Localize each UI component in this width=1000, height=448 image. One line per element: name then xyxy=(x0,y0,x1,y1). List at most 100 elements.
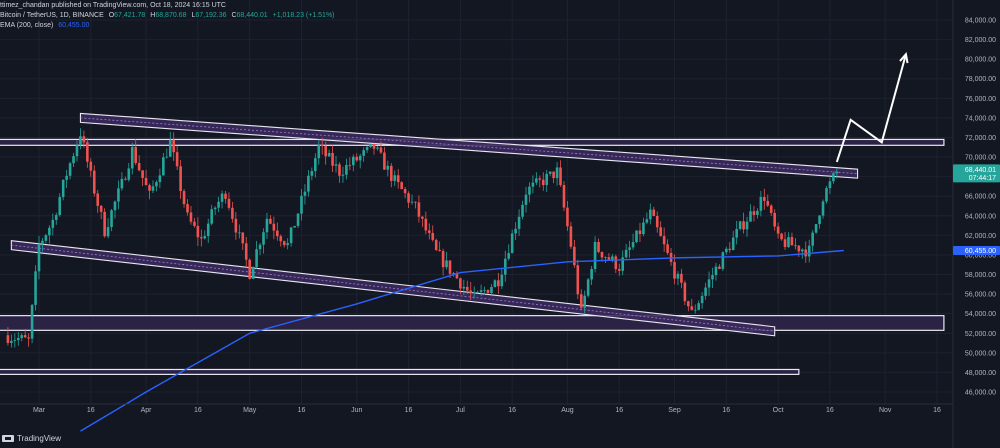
candle-body xyxy=(535,178,538,183)
candle-body xyxy=(6,335,10,343)
candle-body xyxy=(607,257,611,260)
candle-body xyxy=(469,290,473,294)
candle-body xyxy=(780,233,783,240)
candle-body xyxy=(472,292,476,294)
candle-body xyxy=(583,295,587,308)
candle-body xyxy=(417,202,421,217)
price-axis[interactable]: 46,000.00 48,000.00 50,000.00 52,000.00 54,0… xyxy=(952,0,996,448)
candle-body xyxy=(680,273,683,283)
candle-body xyxy=(593,241,597,269)
candle-body xyxy=(725,248,728,253)
publisher-text: ttimez_chandan published on TradingView.… xyxy=(0,2,226,9)
candle-body xyxy=(251,266,255,279)
candle-body xyxy=(279,236,283,242)
candle-body xyxy=(86,142,89,162)
symbol-label[interactable]: Bitcoin / TetherUS, 1D, BINANCE xyxy=(0,12,104,19)
y-tick-label: 72,000.00 xyxy=(965,135,996,142)
x-tick-label: 16 xyxy=(933,407,941,414)
ema-label[interactable]: EMA (200, close) xyxy=(0,22,54,29)
y-tick-label: 66,000.00 xyxy=(965,194,996,201)
candle-body xyxy=(258,244,262,250)
candle-body xyxy=(269,218,272,224)
y-tick-label: 62,000.00 xyxy=(965,233,996,240)
candle-body xyxy=(234,218,238,233)
tradingview-logo[interactable]: TradingView xyxy=(2,434,61,443)
candle-body xyxy=(379,147,383,153)
low-value: 67,192.36 xyxy=(195,12,227,19)
time-axis[interactable]: Mar 16 Apr 16 May 16 Jun 16 Jul 16 Aug 16 Sep 16 Oct 16… xyxy=(0,403,953,414)
candle-body xyxy=(134,146,138,163)
candle-body xyxy=(265,218,269,233)
candle-body xyxy=(424,218,428,231)
candle-body xyxy=(749,211,752,222)
candle-body xyxy=(524,194,528,205)
ohlc-legend: Bitcoin / TetherUS, 1D, BINANCE O67,421.… xyxy=(0,11,338,20)
candle-body xyxy=(638,230,642,235)
ema-legend-value: 60,455.00 xyxy=(58,22,90,29)
candle-body xyxy=(130,146,134,169)
candle-body xyxy=(801,249,804,252)
candle-body xyxy=(552,171,555,179)
candle-body xyxy=(127,168,131,180)
candle-body xyxy=(92,170,96,194)
ema-200-line xyxy=(80,249,844,432)
candle-body xyxy=(110,210,113,228)
candle-body xyxy=(168,139,172,157)
x-tick-label: 16 xyxy=(826,407,834,414)
candle-body xyxy=(293,225,296,228)
candle-body xyxy=(44,235,48,241)
candle-body xyxy=(103,211,106,237)
candle-body xyxy=(597,241,600,253)
candle-body xyxy=(832,173,835,182)
candle-body xyxy=(75,145,79,157)
channel-midline xyxy=(11,244,775,332)
candle-body xyxy=(365,146,369,151)
candle-body xyxy=(459,278,462,289)
candle-body xyxy=(728,248,732,251)
candle-body xyxy=(452,273,455,274)
candle-body xyxy=(27,337,30,339)
y-tick-label: 58,000.00 xyxy=(965,272,996,279)
ema-price-tag xyxy=(953,245,1000,255)
candle-body xyxy=(700,295,704,304)
y-tick-label: 70,000.00 xyxy=(965,155,996,162)
chart-grid xyxy=(0,0,952,404)
candle-body xyxy=(624,249,628,258)
candle-body xyxy=(697,303,700,310)
x-tick-label: Mar xyxy=(33,407,46,414)
candle-body xyxy=(172,139,175,153)
candle-body xyxy=(79,136,82,146)
candle-body xyxy=(721,252,725,269)
candle-body xyxy=(396,175,400,183)
candle-body xyxy=(604,257,607,259)
candle-body xyxy=(338,164,341,176)
candle-body xyxy=(217,201,220,208)
ema-price-label: 60,455.00 xyxy=(965,248,996,255)
candle-body xyxy=(369,143,372,147)
candle-body xyxy=(735,228,738,238)
candle-body xyxy=(566,207,569,227)
candle-body xyxy=(787,237,790,247)
y-tick-label: 52,000.00 xyxy=(965,331,996,338)
y-tick-label: 56,000.00 xyxy=(965,292,996,299)
candle-body xyxy=(210,209,213,224)
projection-arrow xyxy=(835,52,909,163)
candle-body xyxy=(58,197,62,215)
y-tick-label: 46,000.00 xyxy=(965,390,996,397)
candle-body xyxy=(455,273,459,279)
candle-body xyxy=(752,211,756,215)
candle-body xyxy=(673,261,676,279)
y-tick-label: 80,000.00 xyxy=(965,57,996,64)
open-label: O xyxy=(108,12,115,19)
high-label: H xyxy=(150,12,156,19)
y-tick-label: 82,000.00 xyxy=(965,37,996,44)
countdown-label: 07:44:17 xyxy=(969,175,996,182)
candle-body xyxy=(649,209,652,220)
candle-body xyxy=(314,158,317,172)
candle-body xyxy=(731,237,735,251)
candle-body xyxy=(569,226,573,247)
candle-body xyxy=(193,221,196,226)
candle-body xyxy=(113,201,117,211)
candle-body xyxy=(573,246,576,266)
